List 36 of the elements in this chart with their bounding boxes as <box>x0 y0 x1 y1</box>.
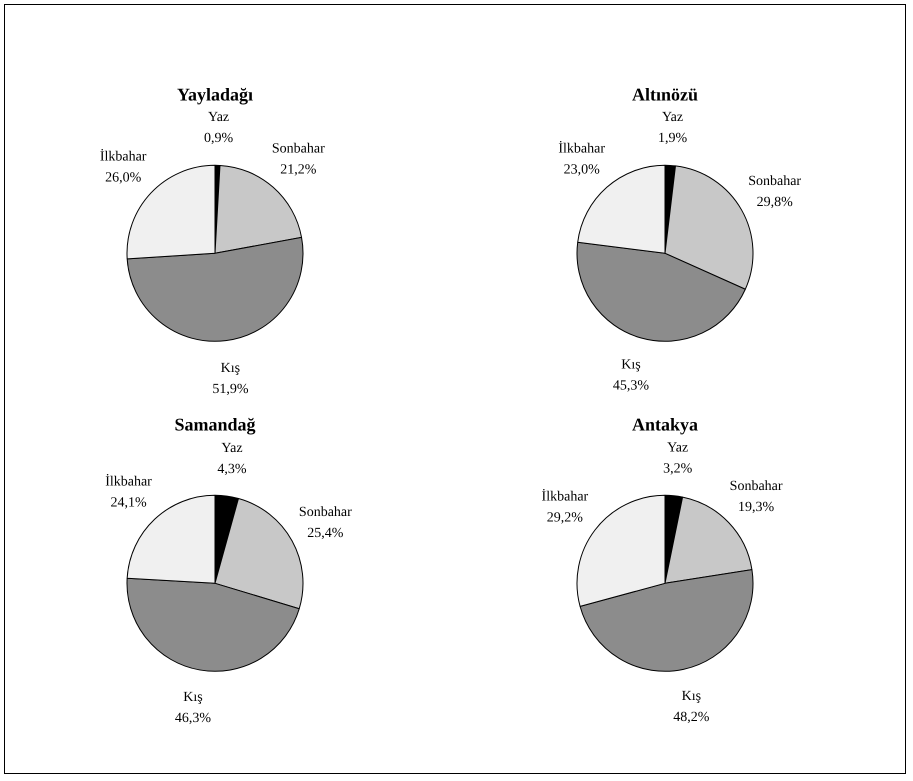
slice-label: Yaz <box>667 440 688 456</box>
chart-title: Antakya <box>632 414 698 434</box>
slice-label: Kış <box>220 361 240 376</box>
data-label: 51,9% <box>212 382 249 398</box>
data-label: 48,2% <box>673 710 710 726</box>
slice-label: Sonbahar <box>730 478 783 494</box>
slice-label: Kış <box>682 689 702 704</box>
slice-label: İlkbahar <box>105 473 152 490</box>
slice-label: İlkbahar <box>558 140 606 156</box>
data-label: 23,0% <box>564 162 600 178</box>
data-label: 1,9% <box>658 131 688 146</box>
slice-label: Sonbahar <box>298 505 352 520</box>
chart-title: Samandağ <box>174 414 256 434</box>
data-label: 0,9% <box>204 131 234 146</box>
chart-title: Yayladağı <box>176 84 254 104</box>
data-label: 45,3% <box>612 378 650 394</box>
data-label: 19,3% <box>738 500 775 515</box>
data-label: 26,0% <box>105 170 142 186</box>
data-label: 25,4% <box>307 526 344 542</box>
slice-label: İlkbahar <box>100 148 147 165</box>
slice-label: Kış <box>621 357 641 372</box>
slice-label: Kış <box>183 690 203 706</box>
data-label: 24,1% <box>110 495 147 510</box>
slice-label: Yaz <box>662 110 684 126</box>
slice-label: İlkbahar <box>542 488 589 504</box>
data-label: 4,3% <box>217 462 247 478</box>
chart-title: Altınözü <box>632 84 698 104</box>
slice-label: Sonbahar <box>272 141 326 156</box>
data-label: 3,2% <box>663 462 693 477</box>
data-label: 21,2% <box>280 162 317 178</box>
data-label: 29,2% <box>546 510 584 526</box>
slice-label: Yaz <box>208 110 230 126</box>
data-label: 29,8% <box>756 194 794 210</box>
slice-label: Sonbahar <box>748 174 802 189</box>
data-label: 46,3% <box>174 711 212 726</box>
slice-label: Yaz <box>221 441 243 456</box>
